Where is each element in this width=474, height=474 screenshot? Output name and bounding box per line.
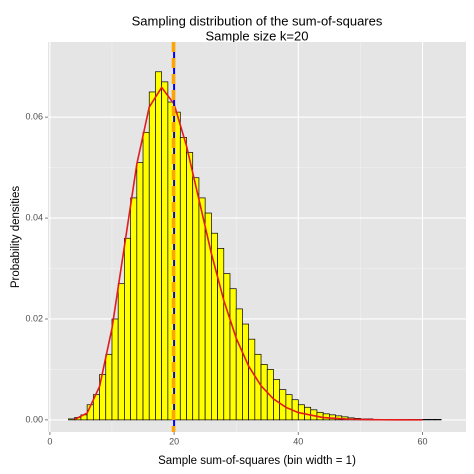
histogram-bar [179, 137, 187, 421]
histogram-bar [148, 91, 156, 421]
histogram-bar [142, 131, 150, 421]
histogram-bar [155, 71, 163, 421]
x-axis-label: Sample sum-of-squares (bin width = 1) [158, 455, 356, 467]
histogram-bar [229, 288, 237, 421]
histogram-bar [422, 419, 430, 421]
x-tick-label: 20 [169, 436, 179, 446]
chart-subtitle: Sample size k=20 [206, 28, 309, 43]
histogram-bar [254, 353, 262, 421]
y-tick-label: 0.04 [25, 212, 43, 222]
histogram-bar [235, 308, 243, 421]
x-tick-label: 40 [293, 436, 303, 446]
histogram-bar [204, 212, 212, 421]
x-tick-label: 0 [47, 436, 52, 446]
histogram-bar [428, 419, 436, 421]
y-axis-label: Probability densities [10, 186, 22, 289]
histogram-bar [210, 232, 218, 421]
x-tick-label: 60 [418, 436, 428, 446]
histogram-bar [217, 248, 225, 421]
histogram-bar [105, 353, 113, 421]
histogram-bar [198, 197, 206, 421]
histogram-bar [161, 81, 169, 421]
histogram-bar [111, 318, 119, 421]
y-tick-label: 0.06 [25, 112, 43, 122]
histogram-bar [117, 283, 125, 421]
chart-title: Sampling distribution of the sum-of-squa… [132, 13, 383, 28]
histogram-bar [192, 177, 200, 421]
histogram-bar [248, 338, 256, 421]
histogram-bar [223, 273, 231, 421]
histogram-bar [434, 419, 442, 421]
histogram-bar [242, 323, 249, 421]
histogram-bar [68, 418, 76, 421]
histogram-bar [130, 197, 138, 421]
y-tick-label: 0.00 [25, 414, 43, 424]
histogram-bar [124, 237, 131, 421]
histogram-bar [136, 162, 144, 421]
density-curve [74, 85, 423, 421]
y-tick-label: 0.02 [25, 313, 43, 323]
histogram-bar [186, 152, 194, 421]
